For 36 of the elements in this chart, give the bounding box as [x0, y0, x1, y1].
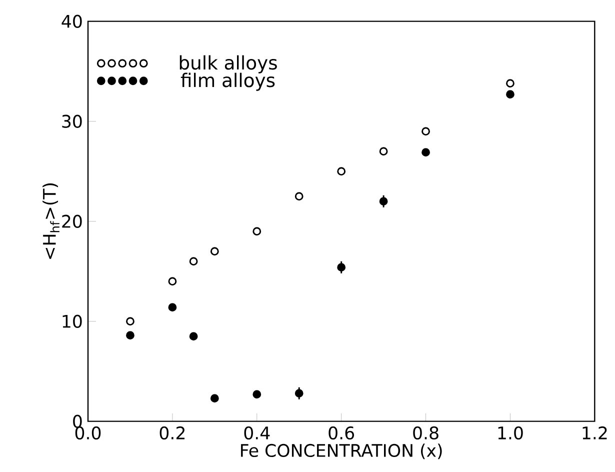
point	[168, 303, 177, 312]
legend-label: film alloys	[180, 72, 275, 91]
x-tick-label: 1.2	[582, 426, 607, 440]
point	[294, 192, 304, 201]
point	[210, 247, 219, 256]
point	[210, 394, 219, 403]
point	[506, 79, 514, 88]
point	[379, 197, 388, 206]
point	[126, 331, 134, 340]
point	[252, 227, 262, 236]
point	[337, 167, 346, 176]
x-tick-label: 1.0	[498, 426, 523, 440]
y-tick-label: 40	[62, 14, 82, 28]
x-axis-title: Fe CONCENTRATION (x)	[241, 444, 442, 460]
point	[506, 90, 514, 99]
point	[337, 263, 346, 272]
point	[422, 148, 430, 157]
x-tick-label: 0.8	[413, 426, 438, 440]
y-tick-label: 0	[73, 414, 82, 428]
point	[294, 389, 304, 398]
x-tick-label: 0.6	[328, 426, 354, 440]
x-tick-label: 0.4	[244, 426, 270, 440]
y-tick-label: 30	[62, 114, 82, 128]
legend-label: bulk alloys	[180, 55, 277, 74]
point	[252, 390, 262, 399]
point	[126, 317, 134, 326]
point	[189, 332, 198, 341]
x-tick-label: 0.2	[160, 426, 184, 440]
point	[168, 277, 177, 286]
x-tick-label: 0.0	[75, 426, 101, 440]
y-tick-label: 20	[62, 214, 82, 228]
y-axis-title: <H$_{hf}$>(T)	[42, 183, 60, 259]
point	[189, 257, 198, 266]
point	[422, 127, 430, 136]
y-tick-label: 10	[62, 314, 82, 328]
point	[379, 147, 388, 156]
